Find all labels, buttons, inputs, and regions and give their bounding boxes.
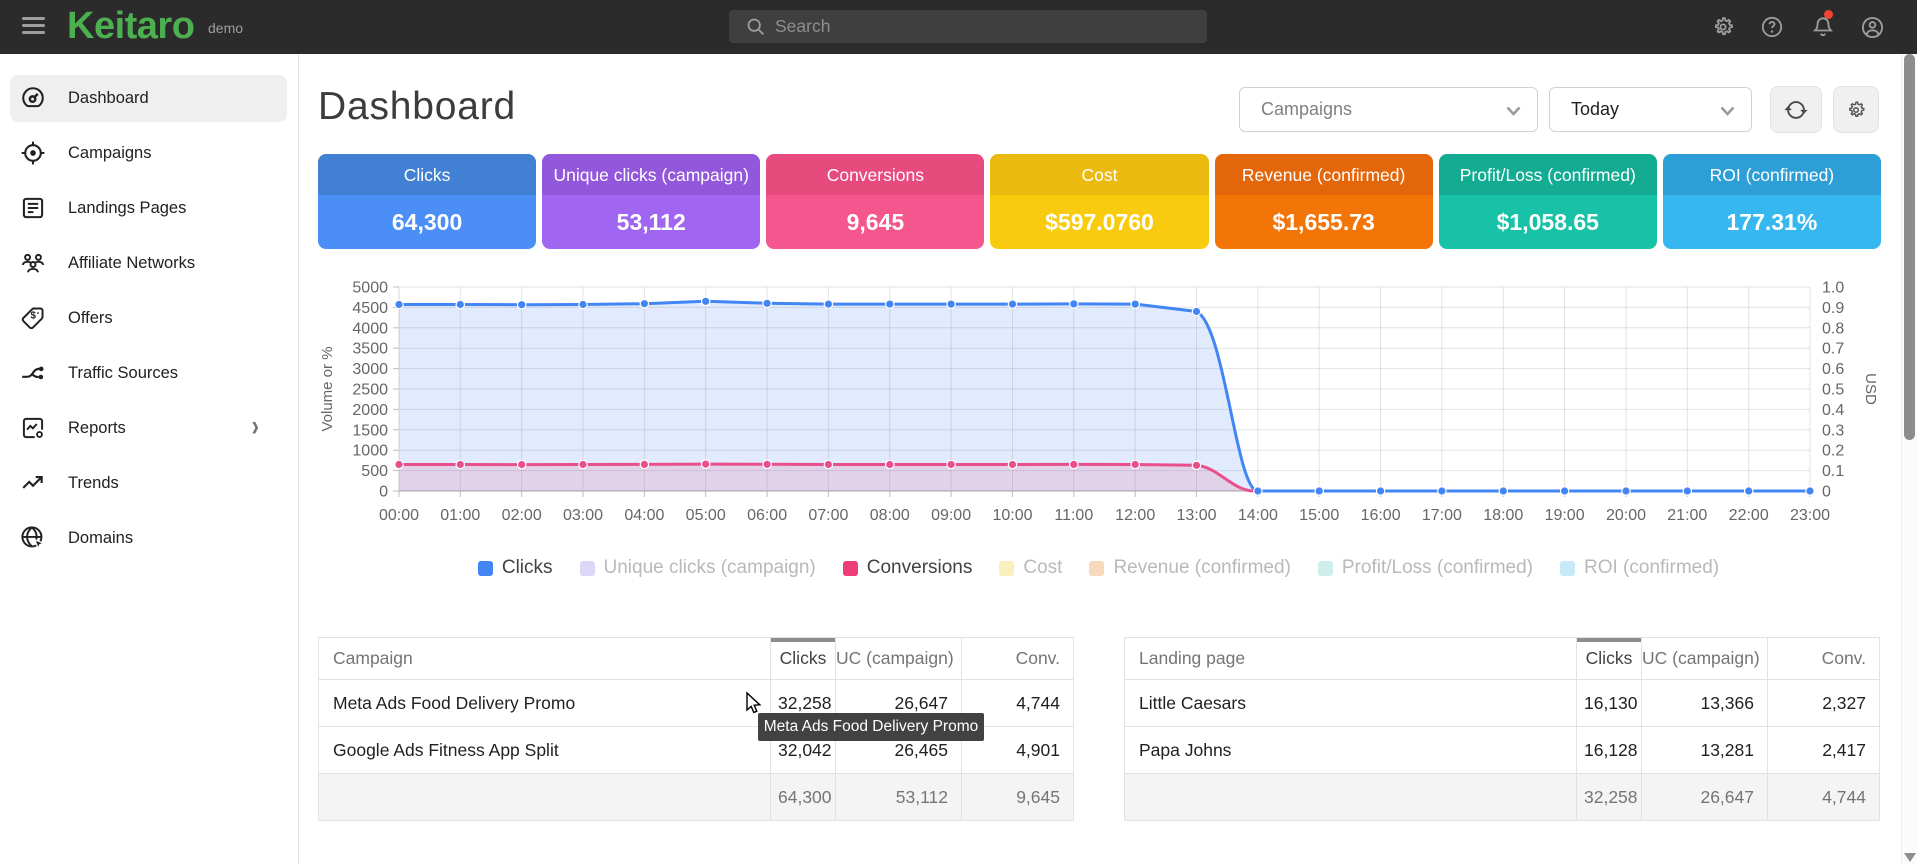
svg-text:15:00: 15:00 [1299,507,1339,524]
svg-text:08:00: 08:00 [870,507,910,524]
svg-text:5000: 5000 [352,280,388,297]
svg-text:3000: 3000 [352,361,388,378]
svg-text:1500: 1500 [352,422,388,439]
svg-text:03:00: 03:00 [563,507,603,524]
svg-text:01:00: 01:00 [440,507,480,524]
svg-text:19:00: 19:00 [1545,507,1585,524]
svg-text:04:00: 04:00 [624,507,664,524]
svg-text:0.6: 0.6 [1822,361,1844,378]
svg-text:09:00: 09:00 [931,507,971,524]
svg-text:0.1: 0.1 [1822,463,1844,480]
svg-text:18:00: 18:00 [1483,507,1523,524]
svg-text:16:00: 16:00 [1361,507,1401,524]
svg-text:11:00: 11:00 [1054,507,1093,524]
svg-text:0.8: 0.8 [1822,320,1844,337]
svg-text:10:00: 10:00 [992,507,1032,524]
svg-text:23:00: 23:00 [1790,507,1830,524]
svg-text:2500: 2500 [352,382,388,399]
svg-text:1000: 1000 [352,443,388,460]
svg-text:Volume or %: Volume or % [319,346,336,431]
svg-text:3500: 3500 [352,341,388,358]
svg-text:1.0: 1.0 [1822,280,1844,297]
svg-text:2000: 2000 [352,402,388,419]
svg-text:07:00: 07:00 [808,507,848,524]
svg-text:500: 500 [361,463,388,480]
svg-text:02:00: 02:00 [502,507,542,524]
svg-text:$: $ [30,310,36,321]
svg-text:0.9: 0.9 [1822,300,1844,317]
svg-text:0.5: 0.5 [1822,382,1844,399]
svg-text:USD: USD [1862,373,1879,405]
svg-text:05:00: 05:00 [686,507,726,524]
svg-text:21:00: 21:00 [1667,507,1707,524]
svg-text:0.7: 0.7 [1822,341,1844,358]
svg-text:14:00: 14:00 [1238,507,1278,524]
svg-text:17:00: 17:00 [1422,507,1462,524]
svg-text:22:00: 22:00 [1729,507,1769,524]
svg-text:4500: 4500 [352,300,388,317]
svg-text:0: 0 [379,484,388,501]
svg-text:0.3: 0.3 [1822,422,1844,439]
svg-text:00:00: 00:00 [379,507,419,524]
svg-text:20:00: 20:00 [1606,507,1646,524]
svg-text:12:00: 12:00 [1115,507,1155,524]
svg-text:4000: 4000 [352,320,388,337]
svg-text:0.4: 0.4 [1822,402,1844,419]
svg-text:06:00: 06:00 [747,507,787,524]
svg-text:0: 0 [1822,484,1831,501]
svg-text:13:00: 13:00 [1176,507,1216,524]
svg-text:0.2: 0.2 [1822,443,1844,460]
